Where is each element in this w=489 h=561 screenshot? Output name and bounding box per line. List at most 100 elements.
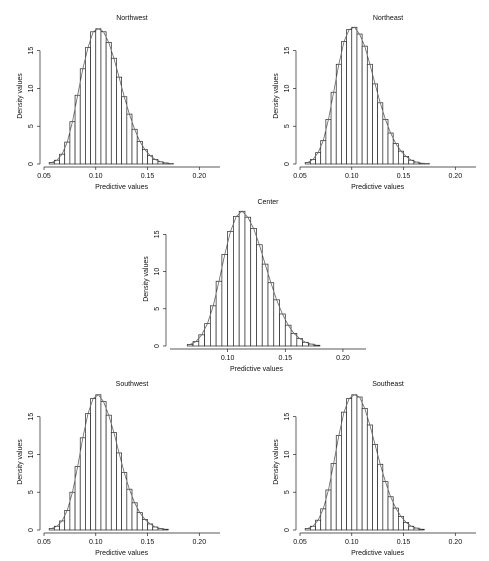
y-tick-label: 10: [28, 450, 35, 458]
histogram-bar: [418, 528, 425, 531]
y-tick-label: 0: [28, 528, 35, 532]
histogram-bar: [244, 216, 252, 347]
y-tick-label: 15: [284, 47, 291, 55]
density-curve: [189, 210, 318, 346]
panel-title: Center: [257, 199, 279, 206]
x-tick-label: 0.20: [192, 539, 206, 546]
density-curve: [307, 26, 427, 165]
histogram-bar: [121, 472, 128, 531]
x-tick-label: 0.15: [278, 355, 292, 362]
y-tick-label: 10: [284, 450, 291, 458]
density-curve: [307, 394, 422, 530]
y-tick-label: 0: [28, 162, 35, 166]
x-tick-label: 0.05: [293, 539, 307, 546]
histogram-bar: [335, 435, 342, 531]
histogram-bar: [79, 68, 86, 165]
histogram-bar: [85, 47, 91, 165]
y-tick-label: 10: [154, 268, 161, 276]
histogram-bar: [315, 152, 322, 165]
x-axis-label: Predictive values: [95, 184, 148, 191]
histogram-bar: [346, 398, 353, 531]
x-tick-label: 0.10: [89, 173, 103, 180]
x-tick-label: 0.10: [89, 539, 103, 546]
x-tick-label: 0.15: [141, 173, 155, 180]
histogram-bar: [361, 45, 368, 165]
histogram-bar: [341, 411, 347, 531]
y-axis-label: Density values: [143, 256, 150, 302]
histogram-bar: [110, 57, 117, 165]
histogram-bar: [105, 414, 112, 531]
x-tick-label: 0.20: [448, 173, 462, 180]
panel-title: Northeast: [373, 15, 403, 22]
histogram-bar: [95, 28, 102, 165]
histogram-bar: [233, 216, 240, 347]
x-tick-label: 0.05: [293, 173, 307, 180]
y-tick-label: 5: [284, 124, 291, 128]
y-tick-label: 5: [154, 307, 161, 311]
histogram-bar: [238, 210, 246, 347]
x-tick-label: 0.05: [37, 173, 51, 180]
x-tick-label: 0.20: [448, 539, 462, 546]
histogram-bar: [79, 437, 86, 531]
panel-southeast: Southeast Predictive values Density valu…: [273, 381, 476, 557]
y-axis-label: Density values: [273, 73, 280, 119]
histogram-bar: [261, 263, 269, 347]
y-tick-label: 5: [28, 124, 35, 128]
panel-title: Southwest: [116, 381, 149, 388]
x-tick-label: 0.15: [397, 539, 411, 546]
x-tick-label: 0.15: [141, 539, 155, 546]
histogram-bar: [48, 162, 55, 165]
histogram-bar: [366, 424, 373, 531]
histogram-bar: [90, 31, 97, 165]
histogram-bar: [227, 231, 234, 347]
panel-center: Center Predictive values Density values …: [143, 199, 366, 373]
x-axis-label: Predictive values: [230, 366, 283, 373]
density-curve: [51, 394, 166, 530]
histogram-bar: [377, 463, 384, 531]
histogram-bar: [59, 153, 66, 165]
y-tick-label: 15: [284, 413, 291, 421]
histogram-bar: [351, 26, 358, 165]
histogram-bar: [382, 481, 389, 531]
histogram-bar: [341, 41, 347, 165]
histogram-bar: [126, 113, 133, 165]
y-tick-label: 15: [154, 230, 161, 238]
histogram-bar: [304, 162, 311, 165]
histogram-bar: [250, 228, 257, 347]
panel-northwest: Northwest Predictive values Density valu…: [17, 15, 220, 191]
histogram-bar: [313, 344, 321, 347]
x-axis-label: Predictive values: [95, 550, 148, 557]
histogram-bar: [267, 282, 275, 347]
x-tick-label: 0.10: [345, 539, 359, 546]
histogram-bar: [95, 394, 102, 531]
y-axis-label: Density values: [17, 73, 24, 119]
x-tick-label: 0.05: [37, 539, 51, 546]
y-axis-label: Density values: [273, 439, 280, 485]
x-tick-label: 0.10: [345, 173, 359, 180]
histogram-bar: [279, 313, 286, 347]
histogram-bar: [372, 444, 378, 531]
x-axis-label: Predictive values: [351, 184, 404, 191]
histogram-bar: [377, 102, 384, 165]
y-tick-label: 10: [28, 84, 35, 92]
x-tick-label: 0.15: [397, 173, 411, 180]
histogram-bar: [121, 96, 128, 165]
histogram-bar: [346, 29, 353, 165]
x-tick-label: 0.20: [192, 173, 206, 180]
histogram-bar: [198, 334, 205, 347]
y-tick-label: 10: [284, 84, 291, 92]
x-tick-label: 0.20: [336, 355, 350, 362]
histogram-bar: [126, 488, 133, 531]
histogram-bar: [100, 31, 107, 165]
x-tick-label: 0.10: [221, 355, 235, 362]
histogram-bar: [273, 299, 280, 347]
y-tick-label: 5: [28, 490, 35, 494]
histogram-bar: [387, 132, 394, 165]
panel-title: Southeast: [372, 381, 404, 388]
density-curve: [51, 28, 171, 165]
panel-southwest: Southwest Predictive values Density valu…: [17, 381, 220, 557]
histogram-bar: [304, 528, 311, 531]
histogram-bar: [85, 413, 91, 531]
x-axis-label: Predictive values: [351, 550, 404, 557]
histogram-bar: [372, 83, 378, 165]
